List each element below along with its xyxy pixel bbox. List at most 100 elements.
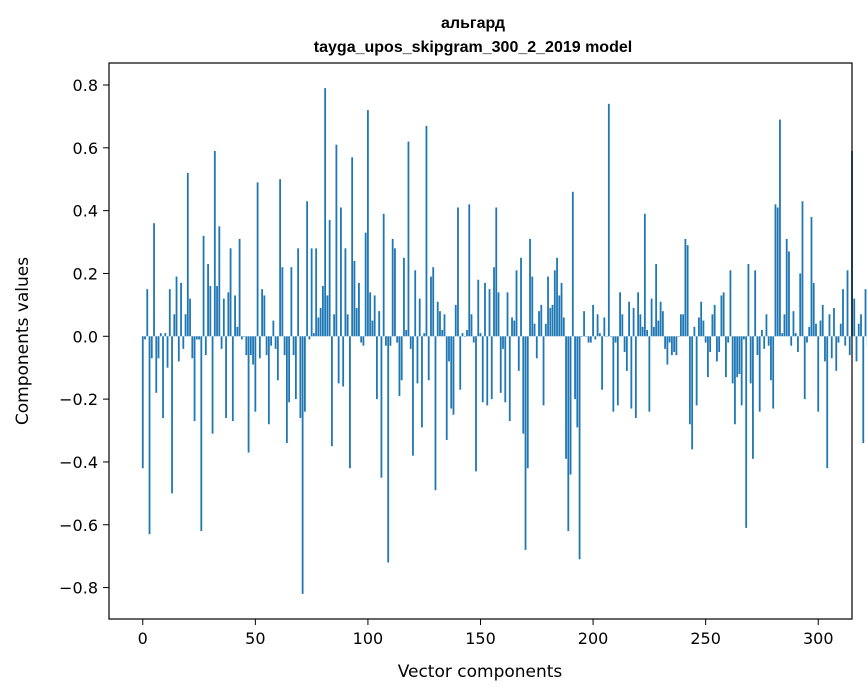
bar-208 [610,336,612,337]
bar-163 [508,336,511,422]
bar-148 [475,336,477,472]
bar-301 [819,320,822,337]
bar-309 [837,336,840,343]
bar-43 [238,238,241,337]
bar-297 [810,216,813,337]
bar-129 [432,267,435,337]
bar-225 [648,336,651,412]
bar-98 [362,336,365,346]
bar-114 [398,336,401,396]
bar-269 [747,264,750,337]
bar-5 [153,223,155,337]
x-tick-label: 250 [690,629,721,648]
bar-34 [218,226,221,337]
bar-135 [445,336,448,440]
bar-122 [416,336,419,384]
bar-147 [472,336,475,343]
bar-230 [659,301,662,337]
bar-106 [380,336,383,478]
bar-73 [306,201,309,337]
bar-197 [585,336,588,337]
bar-253 [711,314,714,337]
bar-39 [229,248,232,337]
bar-101 [369,292,372,337]
bar-94 [353,260,356,337]
bar-190 [569,336,572,475]
bar-123 [418,298,421,337]
bar-302 [821,304,824,337]
bar-27 [202,235,205,337]
bar-130 [434,336,437,491]
bar-178 [542,336,545,406]
bar-217 [630,336,633,409]
bar-143 [463,336,466,337]
bar-308 [835,336,838,371]
bar-296 [808,326,811,337]
y-tick-label: 0.2 [73,264,98,283]
bar-187 [562,317,565,337]
bar-88 [340,207,342,337]
bar-272 [754,270,757,337]
bar-275 [761,330,763,337]
bar-201 [594,336,597,340]
bar-320 [862,336,865,444]
bar-158 [497,292,500,337]
bar-107 [382,213,385,337]
bar-316 [853,298,856,337]
bar-54 [263,295,266,337]
bar-9 [162,336,164,418]
bar-235 [670,336,673,356]
bar-69 [297,248,300,337]
bar-63 [283,336,286,356]
bar-109 [387,336,390,563]
bar-227 [652,326,655,337]
bar-139 [454,304,457,337]
bar-249 [702,320,705,337]
bar-185 [558,295,561,337]
bar-115 [400,336,403,381]
bar-284 [781,333,784,337]
bar-289 [792,311,795,337]
bar-89 [342,336,345,387]
bar-18 [182,336,185,349]
bar-166 [515,270,518,337]
y-tick-label: 0.8 [73,76,98,95]
bar-283 [779,119,781,337]
bar-182 [551,304,554,337]
bar-237 [675,336,678,356]
bar-46 [245,336,248,356]
bar-92 [349,336,351,469]
bar-243 [688,336,691,425]
bar-290 [794,333,797,337]
bar-42 [236,326,239,337]
bar-47 [247,336,250,453]
bar-179 [544,323,547,337]
bar-287 [788,251,790,337]
bar-155 [490,336,493,400]
bar-104 [376,336,378,400]
bar-71 [301,336,304,594]
bar-170 [524,336,527,550]
bar-285 [783,314,786,337]
bar-321 [864,289,867,337]
bar-30 [209,286,212,337]
bar-300 [817,336,820,412]
bar-78 [317,317,320,337]
bar-95 [355,308,358,337]
bar-118 [407,141,410,337]
bar-210 [614,336,617,343]
bar-50 [254,336,257,412]
bar-119 [409,336,412,349]
bar-38 [227,292,230,337]
bar-303 [824,336,826,362]
bar-105 [378,311,381,337]
bar-81 [324,88,327,337]
y-tick-label: −0.4 [59,453,98,472]
bar-306 [830,336,833,359]
bar-102 [371,320,374,337]
bar-17 [180,282,182,337]
y-tick-label: −0.8 [59,579,98,598]
bar-80 [321,286,324,337]
bar-6 [155,336,158,393]
